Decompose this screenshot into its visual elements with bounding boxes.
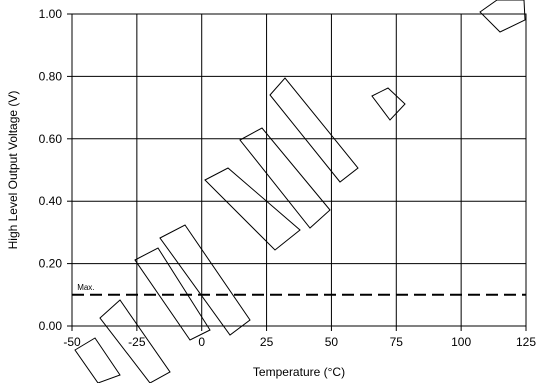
y-axis-title: High Level Output Voltage (V): [6, 91, 20, 250]
x-tick-label: 100: [451, 335, 471, 349]
plot-area: [72, 14, 526, 326]
watermark: [74, 0, 526, 383]
x-tick-label: 25: [260, 335, 274, 349]
x-tick-label: -25: [128, 335, 146, 349]
y-tick-label: 0.40: [39, 194, 63, 208]
y-tick-label: 1.00: [39, 7, 63, 21]
y-tick-label: 0.20: [39, 257, 63, 271]
axis-ticks: -50 -25 0 25 50 75 100 125 0.00 0.20 0.40 0.60 0.80 1…: [39, 7, 536, 349]
plot-frame: [71, 13, 527, 327]
y-tick-label: 0.80: [39, 69, 63, 83]
x-tick-label: -50: [63, 335, 81, 349]
x-tick-label: 125: [516, 335, 536, 349]
x-tick-label: 50: [325, 335, 339, 349]
y-tick-label: 0.60: [39, 132, 63, 146]
x-tick-label: 75: [390, 335, 404, 349]
x-tick-label: 0: [198, 335, 205, 349]
y-tick-label: 0.00: [39, 319, 63, 333]
max-annotation: Max.: [77, 283, 94, 292]
x-axis-title: Temperature (°C): [253, 365, 345, 379]
